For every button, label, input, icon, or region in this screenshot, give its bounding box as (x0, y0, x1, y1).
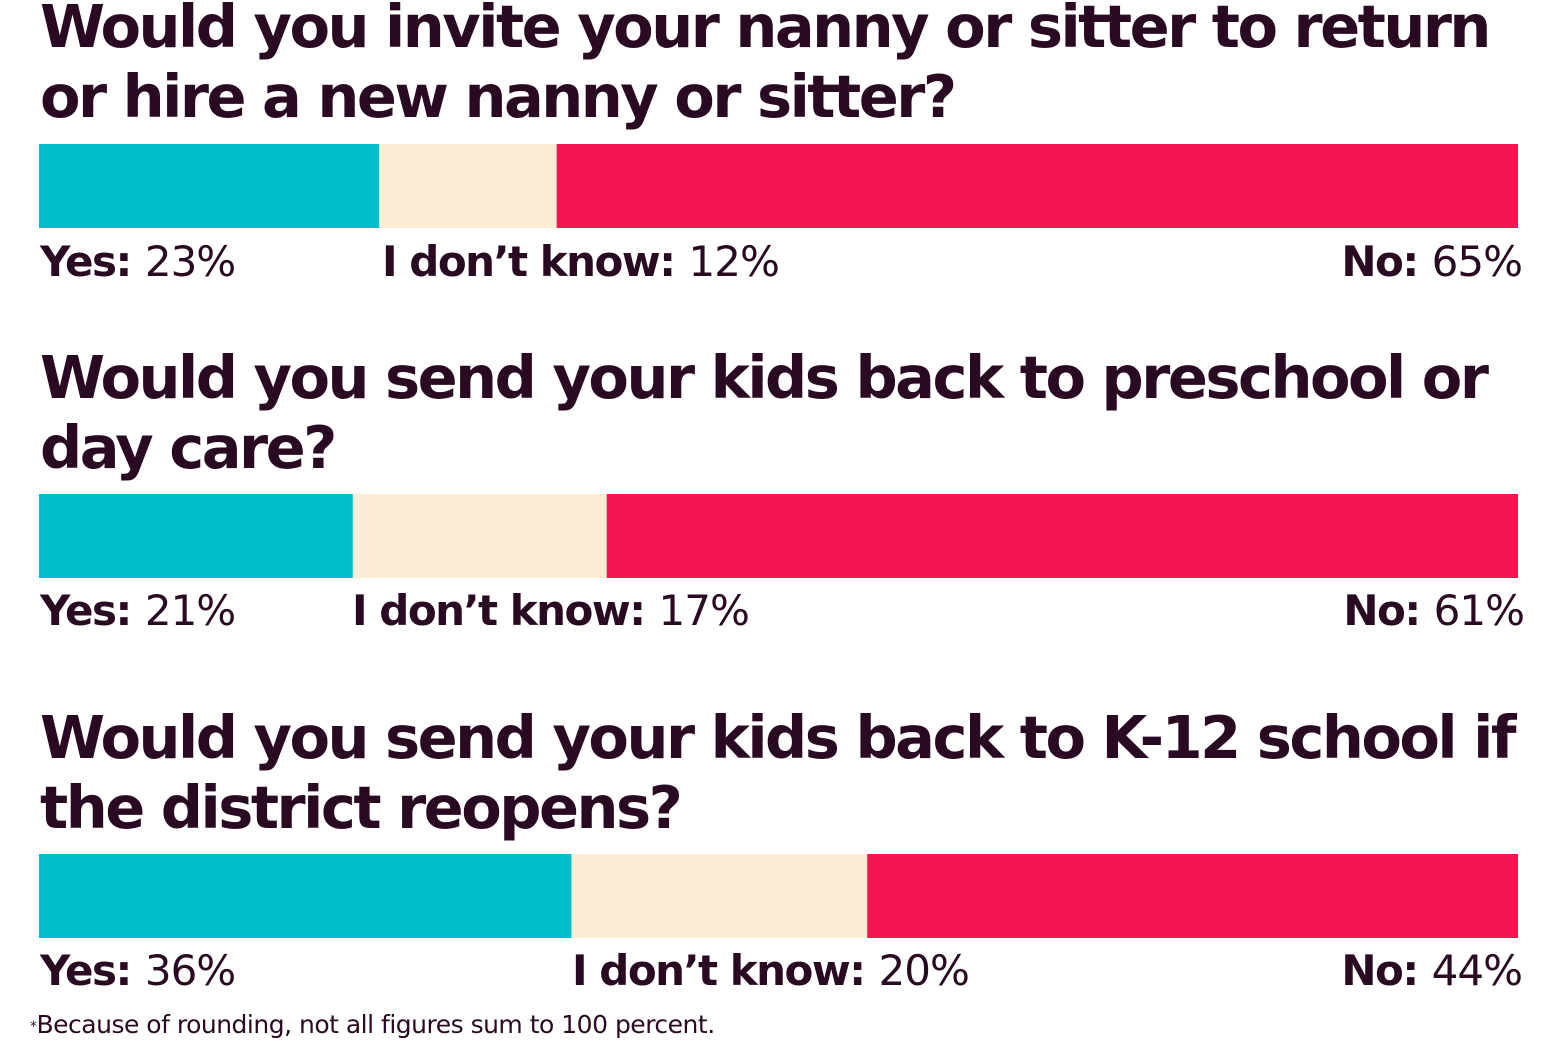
label-no-value: 65% (1431, 237, 1523, 286)
label-no-2: No: 61% (1343, 585, 1525, 637)
label-dontknow-2: I don’t know: 17% (352, 585, 750, 637)
bar-labels-1: Yes: 23% I don’t know: 12% No: 65% (0, 236, 1560, 288)
label-yes-value: 21% (144, 586, 236, 635)
label-no-key: No: (1341, 237, 1419, 286)
label-no-key: No: (1343, 586, 1421, 635)
stacked-bar-2 (39, 494, 1518, 578)
no-segment (606, 494, 1518, 578)
label-yes-value: 36% (144, 946, 236, 995)
label-no-value: 61% (1433, 586, 1525, 635)
dontknow-segment (571, 854, 868, 938)
label-dontknow-value: 20% (878, 946, 970, 995)
no-segment (556, 144, 1518, 228)
label-dontknow-value: 17% (658, 586, 750, 635)
label-yes-2: Yes: 21% (40, 585, 236, 637)
footnote-text: Because of rounding, not all figures sum… (36, 1010, 716, 1039)
bar-labels-2: Yes: 21% I don’t know: 17% No: 61% (0, 585, 1560, 637)
label-dontknow-key: I don’t know: (572, 946, 866, 995)
label-no-1: No: 65% (1341, 236, 1523, 288)
label-dontknow-1: I don’t know: 12% (382, 236, 780, 288)
label-yes-key: Yes: (40, 237, 132, 286)
label-no-key: No: (1341, 946, 1419, 995)
yes-segment (39, 144, 380, 228)
label-yes-value: 23% (144, 237, 236, 286)
question-title-3: Would you send your kids back to K-12 sc… (40, 703, 1517, 842)
yes-segment (39, 854, 572, 938)
label-yes-key: Yes: (40, 946, 132, 995)
stacked-bar-3 (39, 854, 1518, 938)
label-yes-1: Yes: 23% (40, 236, 236, 288)
dontknow-segment (379, 144, 558, 228)
question-title-1: Would you invite your nanny or sitter to… (40, 0, 1491, 131)
dontknow-segment (352, 494, 608, 578)
no-segment (867, 854, 1518, 938)
label-dontknow-value: 12% (688, 237, 780, 286)
footnote-mark: * (30, 1019, 37, 1035)
label-no-3: No: 44% (1341, 945, 1523, 997)
label-yes-key: Yes: (40, 586, 132, 635)
question-title-2: Would you send your kids back to prescho… (40, 343, 1489, 482)
label-dontknow-key: I don’t know: (382, 237, 676, 286)
bar-labels-3: Yes: 36% I don’t know: 20% No: 44% (0, 945, 1560, 997)
yes-segment (39, 494, 354, 578)
stacked-bar-1 (39, 144, 1518, 228)
label-no-value: 44% (1431, 946, 1523, 995)
label-dontknow-key: I don’t know: (352, 586, 646, 635)
label-yes-3: Yes: 36% (40, 945, 236, 997)
footnote: *Because of rounding, not all figures su… (30, 1008, 715, 1042)
label-dontknow-3: I don’t know: 20% (572, 945, 970, 997)
